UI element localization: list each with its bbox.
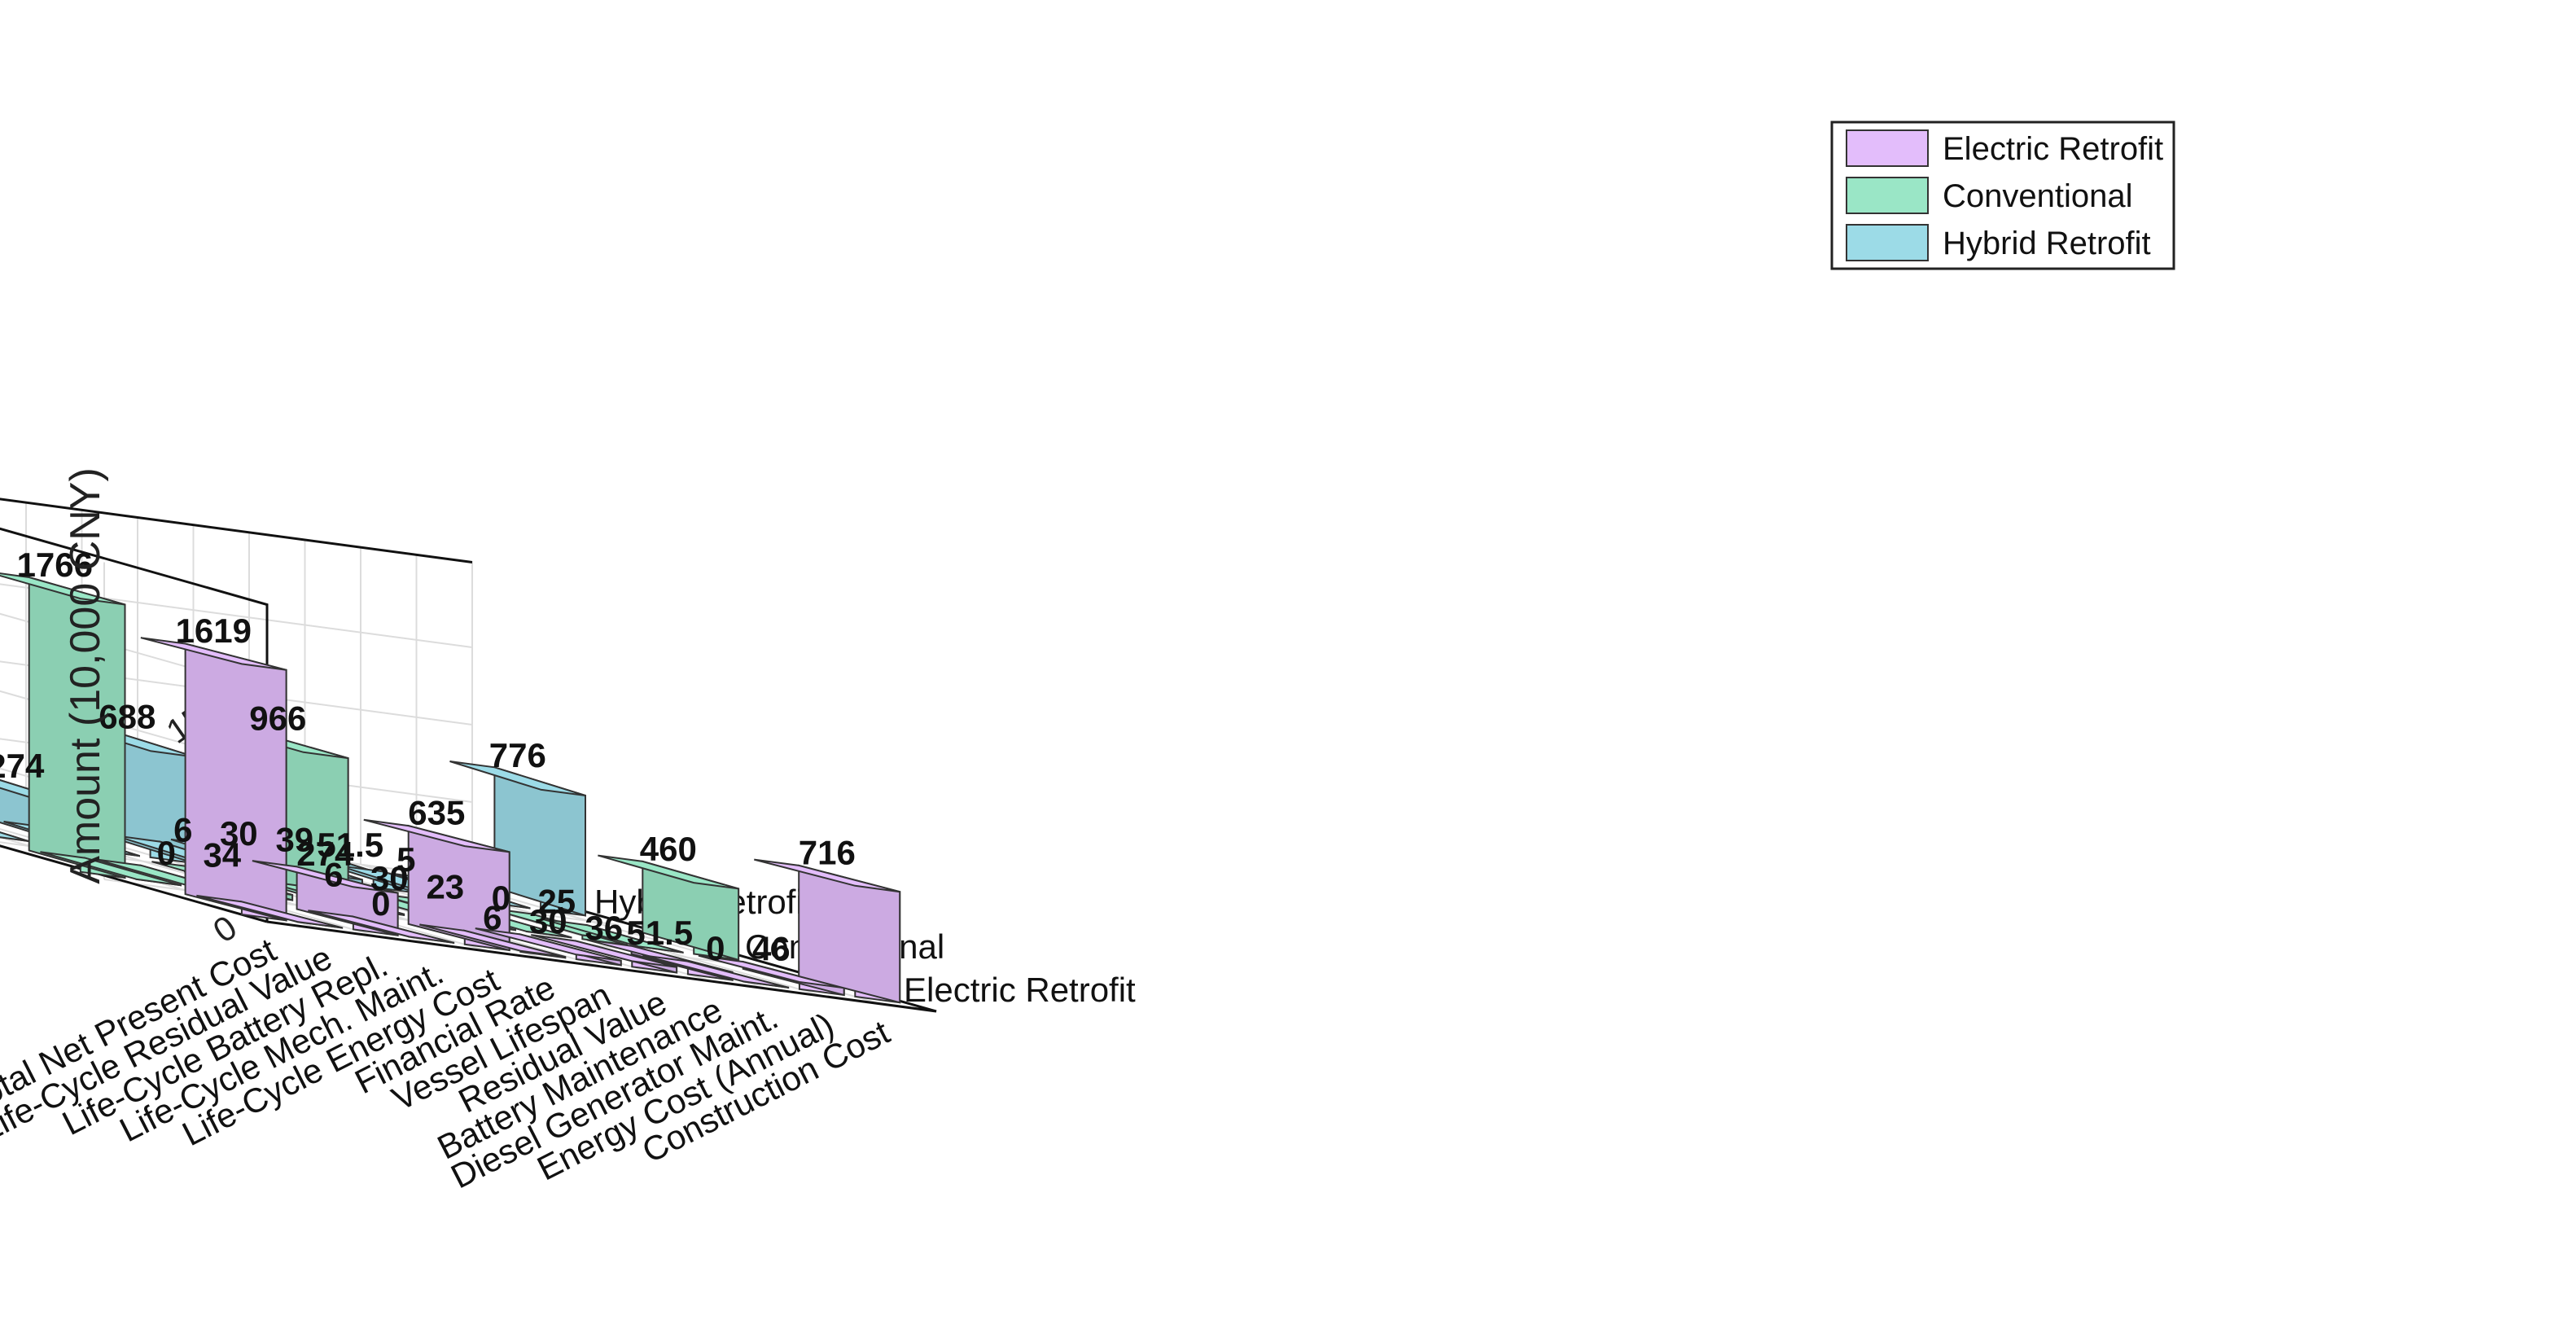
bar-value-label: 30 [529,902,567,940]
bar-top-face [475,927,621,962]
bar-top-face [754,858,900,893]
bar-electric-retrofit [698,954,845,997]
bar-value-label: 0 [371,884,390,923]
y-tick-label: Electric Retrofit [904,971,1136,1009]
bar-value-label: 0 [157,834,176,872]
bar-value-label: 1619 [176,612,252,650]
bar-conventional [598,854,740,962]
bar-value-label: 6 [483,898,502,936]
bar-electric-retrofit [754,858,901,1004]
bar-top-face [449,761,586,796]
bar-conventional [40,851,182,887]
bar-top-face [140,637,287,671]
bar-value-label: 635 [408,794,465,832]
bar-value-label: 966 [249,699,306,738]
bar-top-face [541,918,683,954]
legend-label-conventional: Conventional [1943,178,2133,214]
bar-value-label: 0 [706,929,725,967]
bar-value-label: 39 [275,820,313,858]
bar-electric-retrofit [308,910,455,945]
bar-top-face [642,954,789,989]
bar-value-label: 776 [489,736,546,774]
bars [0,572,901,1004]
bar-top-face [252,860,398,894]
bar-conventional [541,918,684,954]
bar-electric-retrofit [196,894,344,929]
bar-top-face [0,831,28,842]
bar-top-face [531,934,677,968]
bar-value-label: 6 [324,855,343,893]
bar-top-face [40,851,182,887]
bar-hybrid-retrofit [0,831,28,843]
y-axis-label: Amount (10,000 CNY) [62,467,109,884]
bar-value-label: 23 [426,867,464,905]
legend: Electric Retrofit Conventional Hybrid Re… [1830,121,2175,270]
bar-value-label: 51.5 [317,826,383,864]
bar-top-face [196,894,343,929]
bar-value-label: 36 [585,909,623,947]
bar-electric-retrofit [419,923,567,959]
bar-top-face [419,923,566,958]
bar-electric-retrofit [140,637,287,922]
bar-value-label: 46 [752,930,791,968]
bar-value-label: 1766 [17,546,93,584]
bar-electric-retrofit [363,818,510,952]
bar-electric-retrofit [252,860,399,936]
legend-swatch-conventional [1846,177,1929,214]
legend-swatch-electric-retrofit [1846,129,1929,167]
bar-value-label: 34 [203,836,241,875]
bar-conventional [0,572,126,879]
bar-top-face [598,854,739,890]
bar-top-face [0,572,125,606]
bar-value-label: 51.5 [626,914,693,952]
bar-electric-retrofit [475,927,622,967]
legend-swatch-hybrid-retrofit [1846,224,1929,261]
bar-value-label: 688 [99,698,156,736]
bar-top-face [308,910,454,944]
bar-value-label: 274 [0,747,45,785]
bar-side-face [184,642,287,922]
bar-value-label: 30 [370,859,409,897]
axis-box-floor [266,878,937,1013]
axis-box-top [0,498,473,563]
axis-ticks: 050010001500Total Net Present CostLife-C… [0,676,1136,1196]
bar-hybrid-retrofit [449,761,586,917]
bar-top-face [363,818,510,853]
bar-top-face [698,954,844,989]
value-labels: 18002746886303951.5577617660349666302302… [0,546,856,968]
bar-electric-retrofit [642,954,790,989]
bar-value-label: 274 [296,835,354,873]
bar-value-label: 0 [492,879,510,917]
bar-value-label: 716 [799,833,856,871]
bar-hybrid-retrofit [59,721,196,865]
bar-electric-retrofit [531,934,678,974]
legend-label-hybrid-retrofit: Hybrid Retrofit [1943,226,2151,261]
legend-label-electric-retrofit: Electric Retrofit [1943,131,2163,167]
bar-value-label: 25 [537,882,576,920]
bar-value-label: 30 [220,814,258,853]
bar-value-label: 5 [396,840,415,879]
bar-value-label: 6 [173,810,192,848]
bar-value-label: 460 [640,830,697,868]
